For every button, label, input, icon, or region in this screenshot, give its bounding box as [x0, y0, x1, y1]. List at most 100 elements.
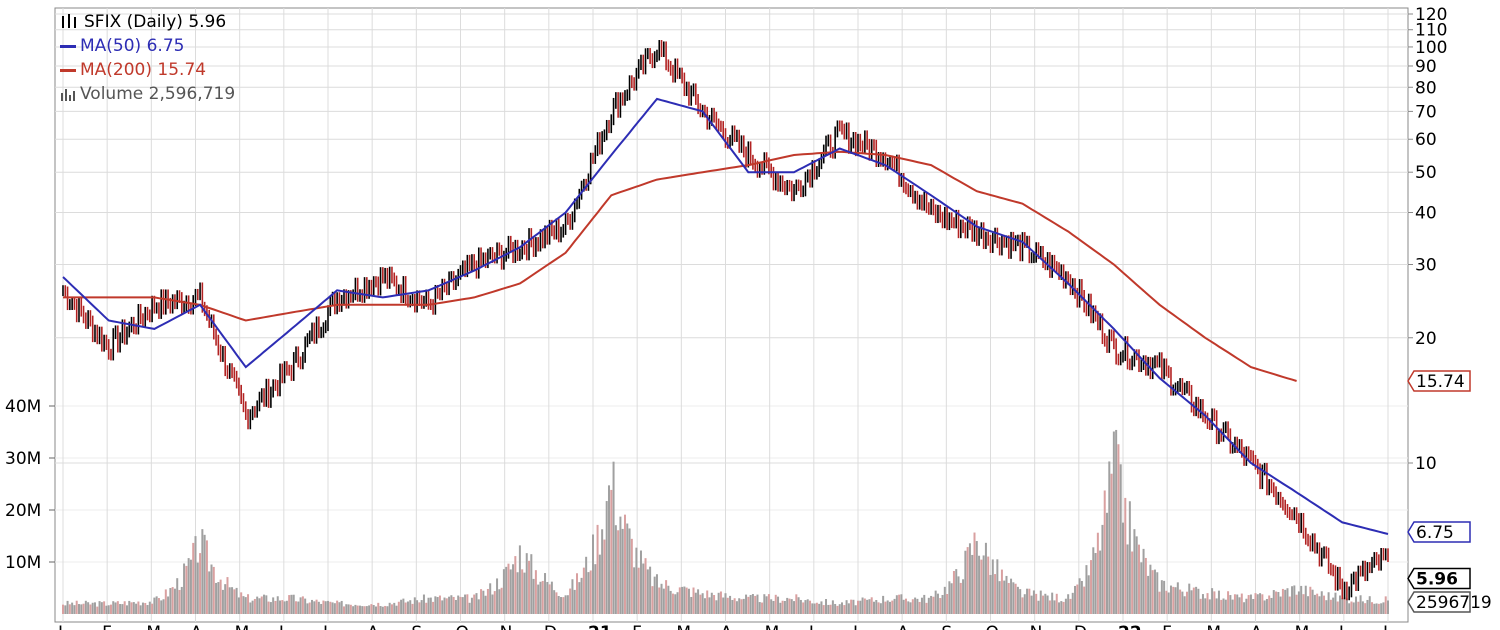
- volume-bar: [1092, 547, 1095, 614]
- volume-bar: [1046, 595, 1049, 614]
- volume-bar: [745, 594, 748, 614]
- volume-bar: [1279, 596, 1282, 614]
- volume-bar: [1074, 585, 1077, 614]
- volume-bar: [393, 602, 396, 614]
- volume-bar: [114, 602, 117, 614]
- volume-bar: [1135, 536, 1138, 614]
- volume-bar: [555, 592, 558, 614]
- volume-bar: [482, 590, 485, 614]
- price-value-tag: 5.96: [1407, 567, 1471, 590]
- volume-bar: [1350, 601, 1353, 614]
- volume-bar: [297, 601, 300, 614]
- value-tags: 15.74 6.75 5.96 2596719: [1407, 370, 1492, 613]
- volume-bar: [397, 601, 400, 614]
- volume-bar: [496, 578, 499, 614]
- volume-bar: [1016, 586, 1019, 614]
- volume-bar: [313, 601, 316, 614]
- volume-bar: [1003, 580, 1006, 614]
- volume-bar: [834, 603, 837, 614]
- volume-bar: [420, 600, 423, 614]
- volume-bar: [1307, 596, 1310, 614]
- x-tick-label: J: [852, 623, 858, 630]
- volume-bar: [923, 594, 926, 614]
- volume-bar: [815, 602, 818, 614]
- volume-bar: [1268, 595, 1271, 614]
- volume-bar: [811, 603, 814, 614]
- volume-bar: [685, 587, 688, 614]
- volume-bar: [804, 600, 807, 614]
- volume-bar: [317, 601, 320, 614]
- volume-bar: [267, 601, 270, 614]
- price-tick-label: 110: [1415, 21, 1447, 41]
- volume-bar: [1181, 591, 1184, 614]
- volume-bar: [934, 590, 937, 614]
- volume-bar: [564, 595, 567, 614]
- volume-bar: [212, 566, 215, 614]
- volume-bar: [1119, 464, 1122, 614]
- volume-bar: [183, 563, 186, 614]
- volume-bar: [411, 603, 414, 614]
- volume-bar: [1233, 594, 1236, 614]
- volume-bar: [676, 592, 679, 614]
- volume-bar: [285, 600, 288, 614]
- volume-bar: [742, 598, 745, 614]
- volume-bar: [66, 600, 69, 614]
- volume-bar: [1021, 597, 1024, 614]
- x-tick-label: J: [1338, 623, 1344, 630]
- volume-bar: [468, 602, 471, 614]
- volume-bar: [438, 595, 441, 614]
- volume-bar: [582, 567, 585, 614]
- volume-bar: [173, 588, 176, 614]
- volume-bar: [1217, 590, 1220, 614]
- volume-bar: [598, 554, 601, 614]
- volume-bar: [89, 604, 92, 614]
- volume-bar: [939, 598, 942, 614]
- volume-bars: [62, 429, 1389, 614]
- volume-bar: [185, 565, 188, 614]
- volume-bar: [884, 601, 887, 614]
- volume-bar: [1348, 603, 1351, 614]
- volume-bar: [345, 604, 348, 614]
- volume-bar: [909, 602, 912, 614]
- volume-bar: [201, 529, 204, 614]
- volume-bar: [1309, 586, 1312, 614]
- x-tick-label: J: [57, 623, 63, 630]
- volume-bar: [978, 555, 981, 614]
- volume-bar: [157, 598, 160, 614]
- volume-bar: [1106, 512, 1109, 614]
- volume-bar: [761, 602, 764, 614]
- volume-bar: [996, 559, 999, 614]
- volume-bar: [733, 598, 736, 614]
- volume-bar: [1090, 560, 1093, 614]
- volume-bar: [137, 601, 140, 614]
- volume-bar: [1263, 600, 1266, 614]
- volume-bar: [1083, 586, 1086, 614]
- volume-bar: [1384, 596, 1387, 614]
- volume-bar: [973, 532, 976, 614]
- x-tick-label: A: [367, 623, 379, 630]
- volume-bar: [825, 599, 828, 614]
- volume-bar: [167, 596, 170, 614]
- volume-bar: [1197, 588, 1200, 614]
- volume-bar: [1247, 595, 1250, 614]
- volume-bar: [1174, 587, 1177, 614]
- volume-bar: [530, 554, 533, 614]
- volume-bar: [1243, 602, 1246, 614]
- volume-bar: [1165, 590, 1168, 614]
- volume-bar: [1039, 590, 1042, 614]
- volume-bar: [224, 584, 227, 614]
- volume-bar: [516, 572, 519, 614]
- volume-bar: [125, 605, 128, 614]
- volume-bar: [724, 593, 727, 614]
- volume-bar: [1080, 580, 1083, 614]
- volume-bar: [1183, 596, 1186, 614]
- volume-bar: [445, 598, 448, 614]
- volume-bar: [1284, 589, 1287, 614]
- volume-bar: [786, 597, 789, 614]
- volume-bar: [1199, 598, 1202, 614]
- volume-bar: [1252, 599, 1255, 614]
- volume-bar: [436, 597, 439, 614]
- volume-bar: [135, 603, 138, 614]
- volume-bar: [306, 603, 309, 614]
- volume-bar: [562, 597, 565, 614]
